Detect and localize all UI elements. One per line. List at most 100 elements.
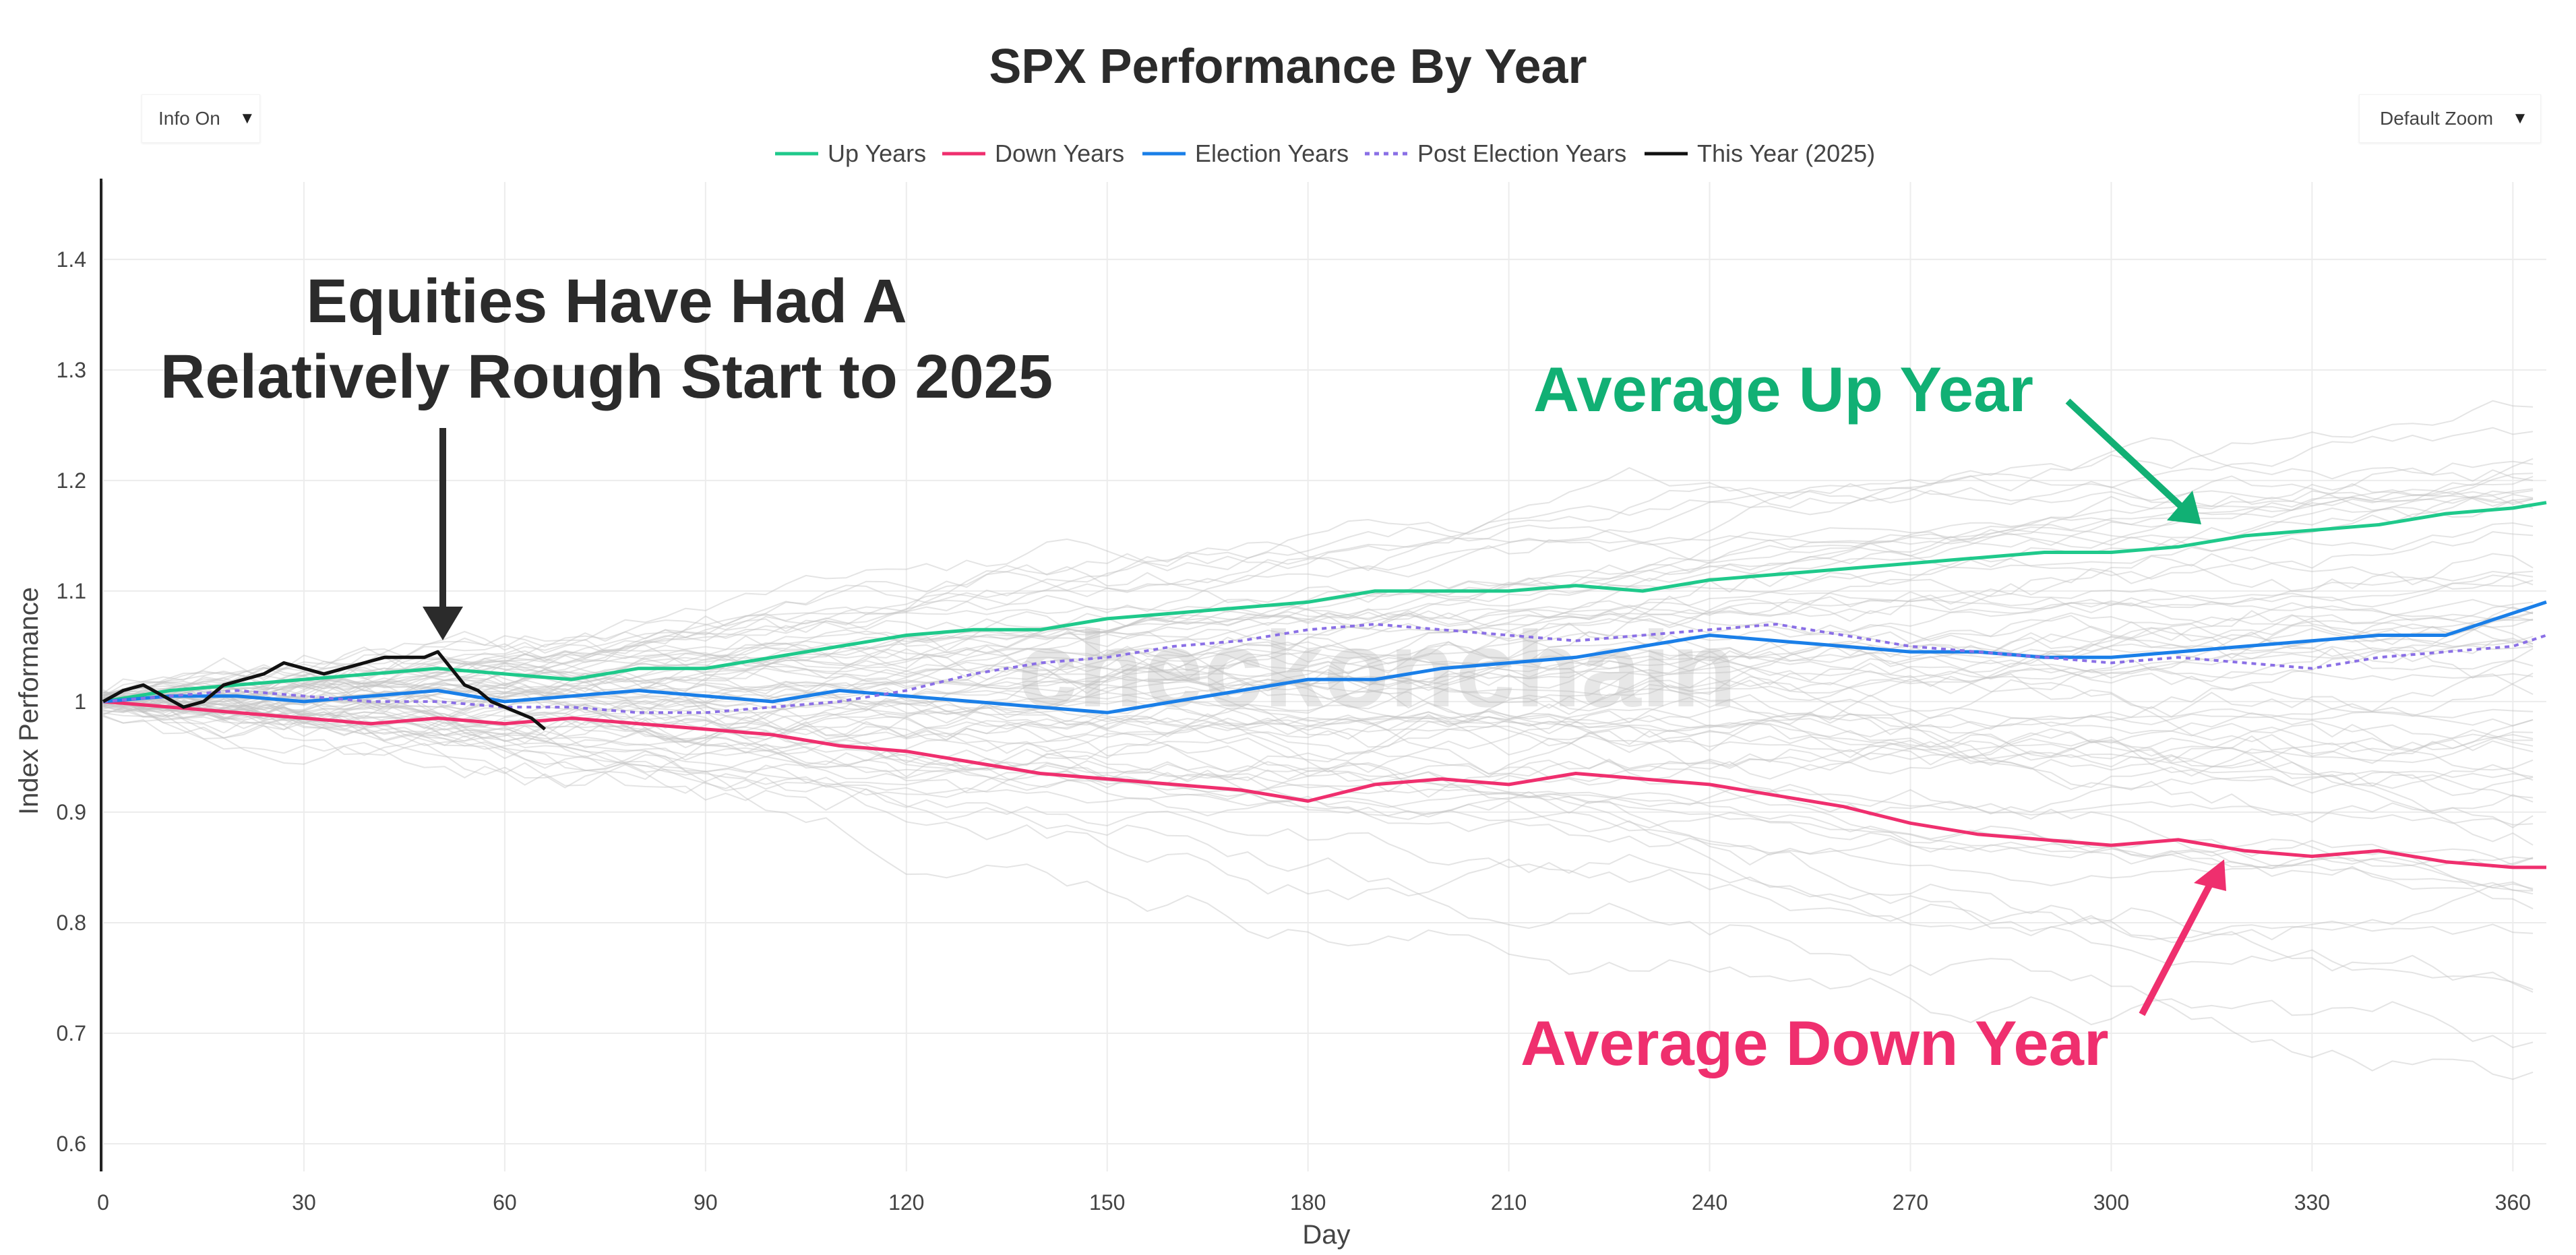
historical-year-line: [102, 685, 2534, 751]
arrow-down-year-icon: [2139, 881, 2214, 1016]
historical-year-line: [102, 695, 2534, 749]
historical-year-line: [102, 661, 2534, 799]
historical-year-line: [102, 553, 2534, 710]
x-axis-title: Day: [1302, 1220, 1350, 1250]
x-tick-label: 30: [292, 1190, 316, 1215]
historical-year-line: [102, 698, 2534, 1080]
info-dropdown-label: Info On: [158, 108, 220, 129]
y-axis-ticks: 0.6 0.7 0.8 0.9 1 1.1 1.2 1.3 1.4: [57, 247, 86, 1156]
historical-year-line: [102, 472, 2534, 699]
series-line-down-years: [102, 700, 2546, 869]
historical-year-line: [102, 703, 2534, 890]
x-tick-label: 180: [1290, 1190, 1326, 1215]
x-tick-label: 120: [888, 1190, 924, 1215]
y-tick-label: 1: [74, 690, 86, 714]
historical-year-line: [102, 692, 2534, 910]
historical-year-line: [102, 675, 2534, 757]
x-tick-label: 240: [1692, 1190, 1727, 1215]
historical-year-line: [102, 493, 2534, 697]
historical-year-line: [102, 556, 2534, 702]
info-dropdown[interactable]: Info On ▼: [142, 94, 260, 143]
historical-year-line: [102, 475, 2534, 710]
series-line-up-years: [102, 501, 2547, 704]
y-tick-label: 1.2: [57, 468, 86, 493]
arrow-head-icon: [2167, 491, 2201, 524]
x-tick-label: 0: [97, 1190, 109, 1215]
legend-item-label: Up Years: [828, 140, 926, 167]
historical-year-line: [102, 715, 2534, 1049]
historical-year-line: [102, 608, 2534, 695]
grid-lines: [102, 182, 2546, 1171]
historical-year-line: [102, 611, 2534, 725]
y-tick-label: 0.6: [57, 1132, 86, 1156]
series-line-election-years: [102, 600, 2547, 714]
x-tick-label: 210: [1491, 1190, 1527, 1215]
historical-year-line: [102, 685, 2534, 892]
arrow-head-icon: [2194, 859, 2226, 891]
x-tick-label: 330: [2294, 1190, 2330, 1215]
historical-year-line: [102, 628, 2534, 767]
legend-item-label: Post Election Years: [1417, 140, 1626, 167]
historical-year-line: [102, 466, 2534, 706]
historical-year-line: [102, 488, 2534, 702]
historical-year-line: [102, 682, 2534, 991]
arrow-head-icon: [423, 607, 463, 640]
zoom-dropdown-label: Default Zoom: [2380, 108, 2494, 129]
historical-year-line: [102, 601, 2534, 789]
y-tick-label: 0.9: [57, 800, 86, 824]
annotation-rough-start-line2: Relatively Rough Start to 2025: [160, 342, 1053, 411]
historical-year-line: [102, 660, 2534, 828]
historical-year-line: [102, 437, 2534, 704]
historical-year-line: [102, 522, 2534, 721]
series-line-this-year-2025: [102, 650, 547, 731]
historical-year-line: [102, 617, 2534, 709]
historical-year-line: [102, 673, 2534, 736]
historical-year-line: [102, 684, 2534, 993]
y-tick-label: 1.3: [57, 358, 86, 382]
historical-year-line: [102, 427, 2534, 703]
historical-year-line: [102, 682, 2534, 815]
historical-year-line: [102, 696, 2534, 764]
series-line-post-election-years: [102, 623, 2547, 714]
historical-year-line: [102, 679, 2534, 778]
historical-year-line: [102, 616, 2534, 712]
x-tick-label: 90: [694, 1190, 718, 1215]
x-tick-label: 150: [1089, 1190, 1125, 1215]
historical-year-line: [102, 530, 2534, 710]
historical-year-line: [102, 650, 2534, 702]
historical-year-line: [102, 696, 2534, 941]
historical-year-line: [102, 612, 2534, 704]
historical-year-line: [102, 489, 2534, 705]
y-tick-label: 0.7: [57, 1021, 86, 1045]
historical-year-line: [102, 475, 2534, 716]
legend-item-label: This Year (2025): [1697, 140, 1875, 167]
historical-year-line: [102, 697, 2534, 895]
y-axis-title: Index Performance: [14, 587, 44, 815]
historical-year-line: [102, 700, 2534, 799]
historical-year-line: [102, 699, 2534, 766]
arrow-up-year-icon: [2065, 398, 2186, 512]
x-tick-label: 60: [493, 1190, 517, 1215]
historical-year-line: [102, 646, 2534, 730]
historical-year-line: [102, 698, 2534, 826]
y-tick-label: 1.1: [57, 579, 86, 603]
chart-title: SPX Performance By Year: [989, 40, 1587, 94]
chevron-down-icon: ▼: [239, 109, 255, 127]
historical-year-line: [102, 687, 2534, 733]
historical-year-line: [102, 638, 2534, 707]
historical-year-line: [102, 702, 2534, 866]
historical-year-line: [102, 564, 2534, 716]
historical-year-line: [102, 644, 2534, 744]
x-tick-label: 270: [1893, 1190, 1928, 1215]
legend[interactable]: Up Years Down Years Election Years Post Ele…: [775, 140, 1875, 167]
y-tick-label: 0.8: [57, 911, 86, 935]
historical-year-line: [102, 580, 2534, 702]
legend-item-label: Down Years: [995, 140, 1124, 167]
historical-year-line: [102, 599, 2534, 706]
x-tick-label: 360: [2495, 1190, 2531, 1215]
historical-year-lines: [102, 400, 2534, 1080]
zoom-dropdown[interactable]: Default Zoom ▼: [2359, 94, 2541, 143]
historical-year-line: [102, 458, 2534, 712]
chevron-down-icon: ▼: [2512, 109, 2528, 127]
